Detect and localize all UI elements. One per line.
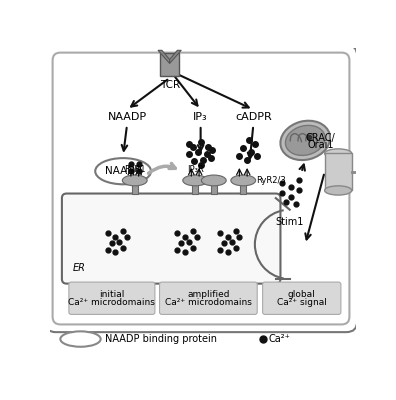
Text: IP₃R: IP₃R — [187, 164, 204, 174]
Polygon shape — [169, 50, 181, 63]
Ellipse shape — [231, 175, 256, 186]
Text: Ca²⁺: Ca²⁺ — [269, 334, 291, 344]
Text: NAADP binding protein: NAADP binding protein — [105, 334, 217, 344]
Text: cADPR: cADPR — [235, 112, 272, 122]
Text: CRAC/: CRAC/ — [306, 133, 336, 143]
Ellipse shape — [95, 158, 151, 184]
Text: Ca²⁺ microdomains: Ca²⁺ microdomains — [69, 298, 155, 307]
FancyBboxPatch shape — [263, 282, 341, 314]
Bar — [325, 154, 352, 190]
Ellipse shape — [60, 331, 101, 347]
Text: Orai1: Orai1 — [308, 140, 334, 150]
Bar — [211, 182, 217, 194]
Bar — [160, 53, 179, 76]
Ellipse shape — [325, 149, 352, 158]
Ellipse shape — [286, 125, 325, 156]
Text: NAADP: NAADP — [105, 166, 141, 176]
Text: Ca²⁺ microdomains: Ca²⁺ microdomains — [165, 298, 252, 307]
Bar — [131, 182, 138, 194]
Ellipse shape — [280, 121, 330, 160]
Text: Ca²⁺ signal: Ca²⁺ signal — [277, 298, 327, 307]
FancyBboxPatch shape — [53, 53, 349, 324]
FancyBboxPatch shape — [69, 282, 155, 314]
Ellipse shape — [122, 175, 147, 186]
Ellipse shape — [202, 175, 226, 186]
FancyBboxPatch shape — [62, 194, 280, 284]
Text: TCR: TCR — [160, 80, 180, 90]
Text: amplified: amplified — [187, 290, 230, 299]
Text: ER: ER — [73, 263, 86, 273]
FancyBboxPatch shape — [160, 282, 257, 314]
Text: IP₃: IP₃ — [193, 112, 208, 122]
Text: RyR1: RyR1 — [124, 164, 145, 174]
Text: global: global — [288, 290, 316, 299]
Polygon shape — [158, 50, 169, 63]
Text: NAADP: NAADP — [107, 112, 147, 122]
Ellipse shape — [325, 186, 352, 195]
Text: Stim1: Stim1 — [276, 218, 304, 227]
Text: initial: initial — [99, 290, 125, 299]
Bar — [240, 182, 246, 194]
Bar — [192, 182, 198, 194]
Text: RyR2/3: RyR2/3 — [256, 176, 286, 185]
Ellipse shape — [183, 175, 208, 186]
